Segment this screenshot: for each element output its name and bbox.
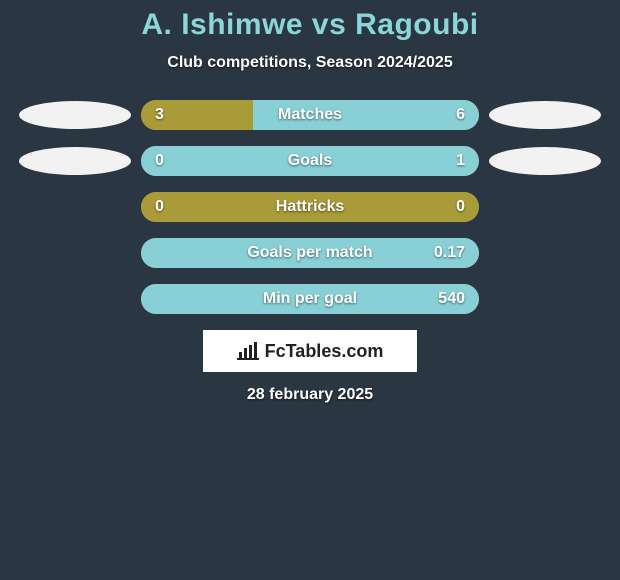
stat-row: 0.17 Goals per match: [0, 238, 620, 268]
team-oval-left: [19, 147, 131, 175]
stat-left-value: 3: [155, 106, 164, 124]
stat-bar: 0 0 Hattricks: [141, 192, 479, 222]
stat-right-value: 540: [438, 290, 465, 308]
stat-label: Hattricks: [276, 198, 344, 216]
stat-right-value: 6: [456, 106, 465, 124]
stat-bar: 540 Min per goal: [141, 284, 479, 314]
stat-left-value: 0: [155, 152, 164, 170]
stat-row: 0 0 Hattricks: [0, 192, 620, 222]
comparison-rows: 3 6 Matches 0 1 Goals 0 0 Hattricks 0.17 Goals per…: [0, 100, 620, 314]
brand-logo: FcTables.com: [237, 341, 384, 362]
stat-label: Matches: [278, 106, 342, 124]
stat-row: 0 1 Goals: [0, 146, 620, 176]
stat-bar: 3 6 Matches: [141, 100, 479, 130]
stat-label: Goals per match: [247, 244, 372, 262]
stat-label: Min per goal: [263, 290, 357, 308]
brand-text: FcTables.com: [265, 341, 384, 362]
brand-logo-box: FcTables.com: [203, 330, 417, 372]
subtitle: Club competitions, Season 2024/2025: [0, 54, 620, 72]
stat-right-value: 0: [456, 198, 465, 216]
stat-bar: 0.17 Goals per match: [141, 238, 479, 268]
team-oval-right: [489, 147, 601, 175]
date-label: 28 february 2025: [0, 386, 620, 404]
page-title: A. Ishimwe vs Ragoubi: [0, 8, 620, 42]
team-oval-right: [489, 101, 601, 129]
stat-right-value: 0.17: [434, 244, 465, 262]
team-oval-left: [19, 101, 131, 129]
stat-bar: 0 1 Goals: [141, 146, 479, 176]
stat-label: Goals: [288, 152, 332, 170]
chart-icon: [237, 342, 259, 360]
stat-row: 540 Min per goal: [0, 284, 620, 314]
stat-left-value: 0: [155, 198, 164, 216]
stat-right-value: 1: [456, 152, 465, 170]
stat-row: 3 6 Matches: [0, 100, 620, 130]
